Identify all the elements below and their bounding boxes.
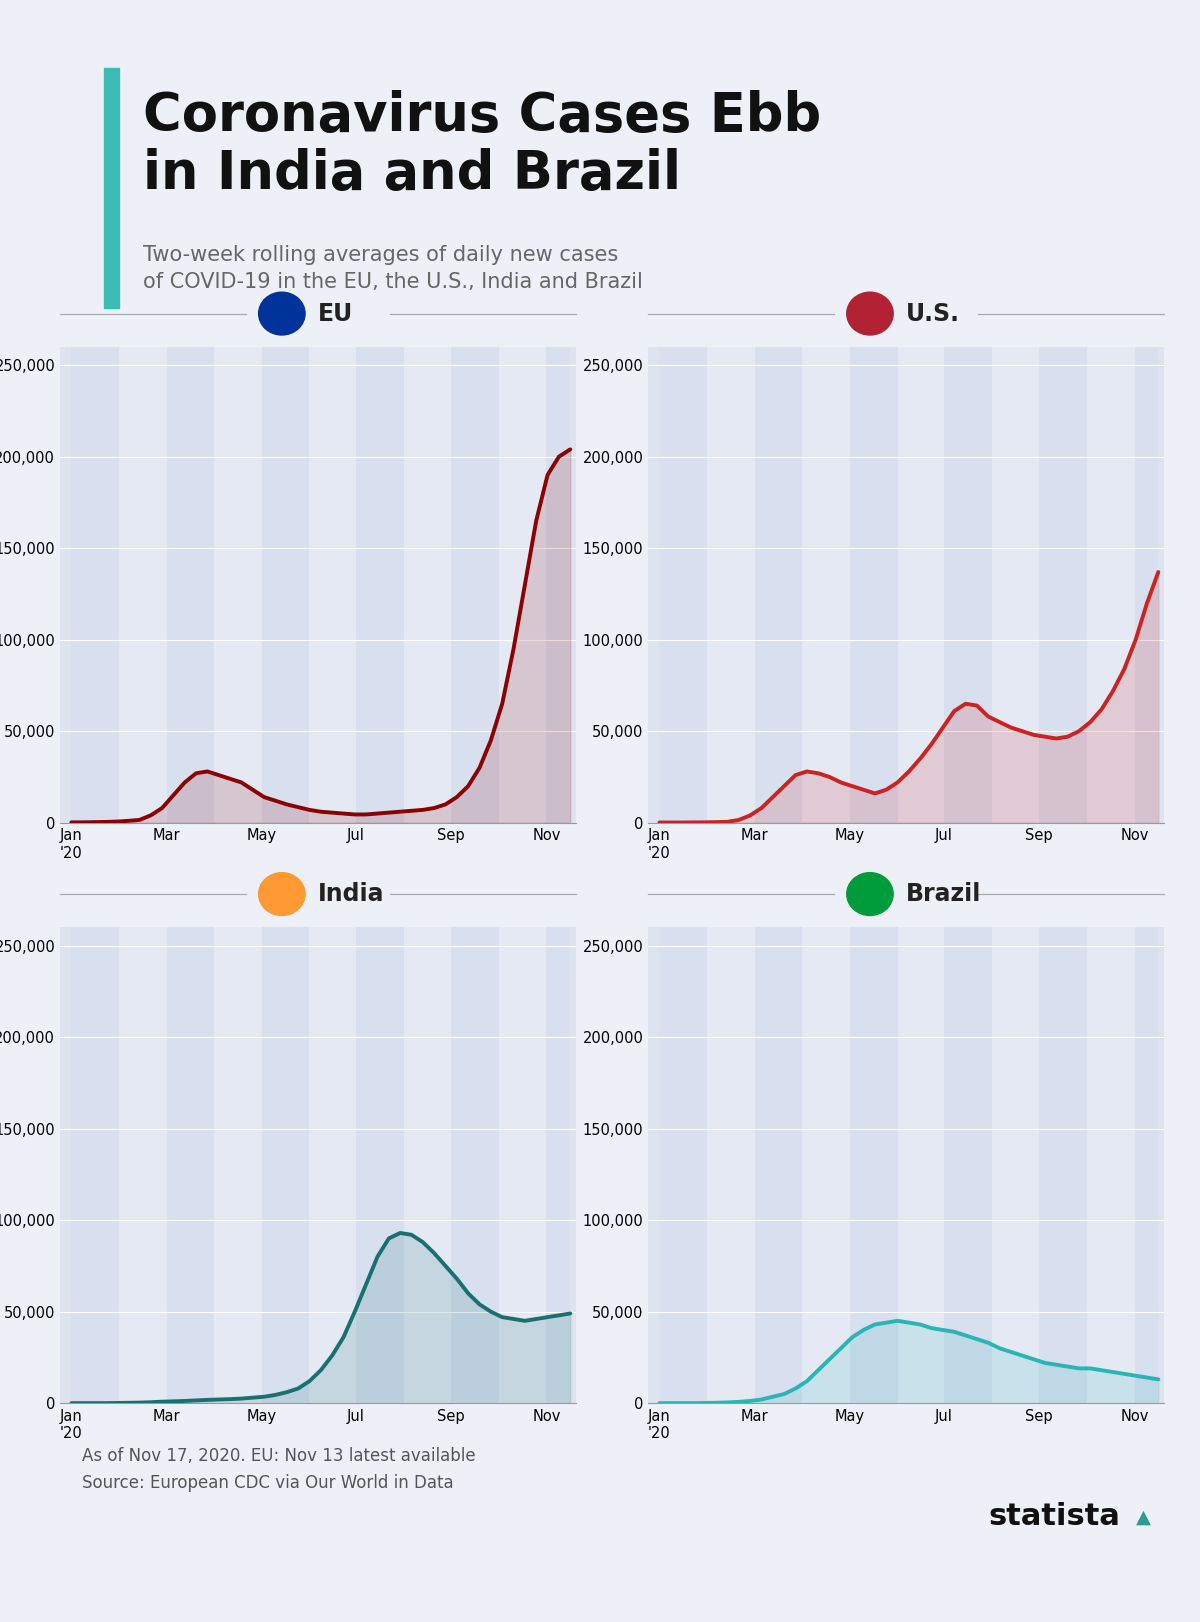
- Bar: [803, 347, 850, 822]
- Bar: [707, 928, 755, 1403]
- Bar: [310, 347, 356, 822]
- Bar: [71, 928, 119, 1403]
- Text: statista: statista: [988, 1502, 1120, 1531]
- Bar: [898, 928, 944, 1403]
- Bar: [262, 928, 310, 1403]
- Bar: [660, 347, 707, 822]
- Bar: [755, 347, 803, 822]
- Bar: [262, 347, 310, 822]
- Bar: [167, 928, 214, 1403]
- Bar: [119, 928, 167, 1403]
- Bar: [991, 347, 1039, 822]
- Text: Coronavirus Cases Ebb
in India and Brazil: Coronavirus Cases Ebb in India and Brazi…: [143, 89, 821, 200]
- Circle shape: [847, 292, 893, 336]
- Bar: [356, 928, 403, 1403]
- Bar: [660, 928, 707, 1403]
- Bar: [1039, 928, 1087, 1403]
- Bar: [451, 928, 499, 1403]
- Bar: [403, 347, 451, 822]
- Bar: [755, 928, 803, 1403]
- Text: ▲: ▲: [1136, 1507, 1151, 1526]
- Bar: [499, 928, 546, 1403]
- Bar: [167, 347, 214, 822]
- Text: Brazil: Brazil: [906, 882, 982, 907]
- Bar: [1134, 347, 1158, 822]
- Bar: [546, 928, 570, 1403]
- Bar: [1087, 928, 1134, 1403]
- Bar: [71, 347, 119, 822]
- Bar: [499, 347, 546, 822]
- Bar: [898, 347, 944, 822]
- Bar: [214, 347, 262, 822]
- Bar: [1039, 347, 1087, 822]
- Bar: [451, 347, 499, 822]
- Bar: [707, 347, 755, 822]
- Bar: [944, 347, 991, 822]
- Text: Two-week rolling averages of daily new cases
of COVID-19 in the EU, the U.S., In: Two-week rolling averages of daily new c…: [143, 245, 643, 292]
- Text: EU: EU: [318, 302, 353, 326]
- Bar: [803, 928, 850, 1403]
- Bar: [214, 928, 262, 1403]
- Text: U.S.: U.S.: [906, 302, 960, 326]
- Bar: [850, 347, 898, 822]
- Bar: [944, 928, 991, 1403]
- Bar: [546, 347, 570, 822]
- Circle shape: [259, 873, 305, 915]
- Text: India: India: [318, 882, 384, 907]
- Bar: [104, 68, 119, 308]
- Bar: [1134, 928, 1158, 1403]
- Bar: [310, 928, 356, 1403]
- Bar: [403, 928, 451, 1403]
- Circle shape: [259, 292, 305, 336]
- Bar: [119, 347, 167, 822]
- Text: As of Nov 17, 2020. EU: Nov 13 latest available
Source: European CDC via Our Wor: As of Nov 17, 2020. EU: Nov 13 latest av…: [82, 1447, 475, 1492]
- Bar: [356, 347, 403, 822]
- Bar: [1087, 347, 1134, 822]
- Circle shape: [847, 873, 893, 915]
- Bar: [850, 928, 898, 1403]
- Bar: [991, 928, 1039, 1403]
